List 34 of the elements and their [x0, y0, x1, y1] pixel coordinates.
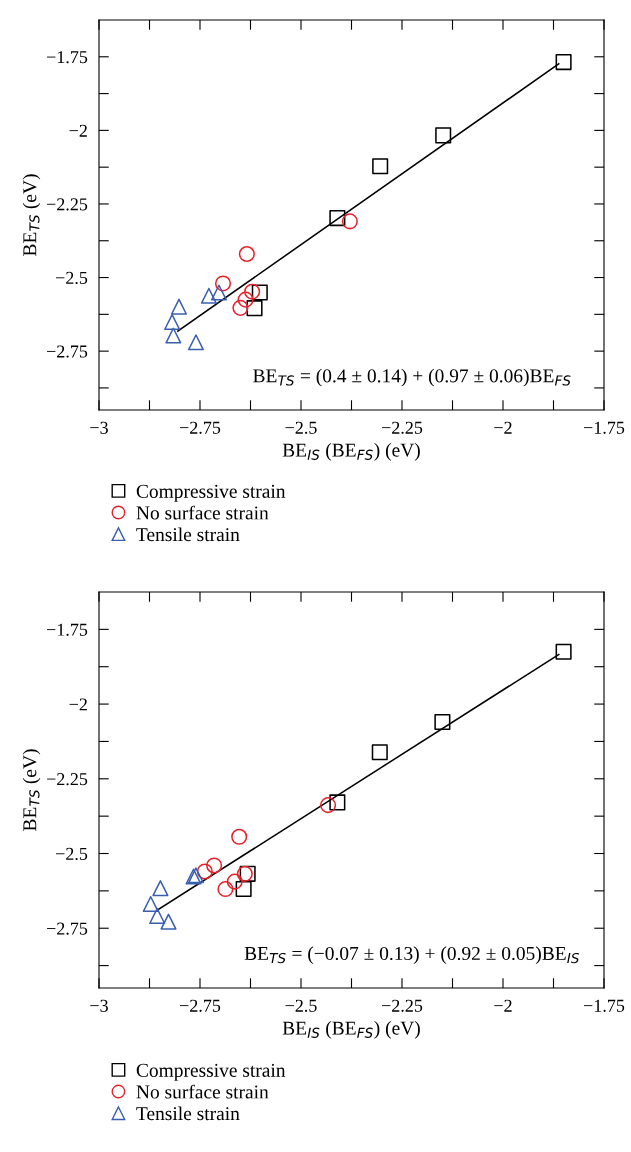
x-tick-label: −1.75	[584, 999, 625, 1012]
legend-label: No surface strain	[136, 505, 269, 520]
x-axis-title: BE$_{IS}$ (BE$_{FS}$) (eV)	[282, 443, 420, 461]
x-tick-label: −3	[90, 421, 108, 434]
x-tick-label: −2	[494, 999, 512, 1012]
y-tick-label: −1.75	[47, 51, 88, 64]
x-tick-label: −2	[494, 421, 512, 434]
legend-label: Tensile strain	[136, 1106, 240, 1121]
y-tick-label: −2	[69, 124, 87, 137]
y-tick-label: −2	[69, 698, 87, 711]
annotation: BE$_{TS}$ = (−0.07 ± 0.13) + (0.92 ± 0.05)BE$_{IS}$	[244, 946, 580, 964]
legend-label: Compressive strain	[136, 1063, 286, 1081]
y-axis-title: BE$_{TS}$ (eV)	[22, 749, 41, 831]
x-tick-label: −2.5	[285, 999, 317, 1012]
x-tick-label: −2.75	[180, 421, 221, 434]
x-axis-title: BE$_{IS}$ (BE$_{FS}$) (eV)	[282, 1021, 420, 1039]
y-tick-label: −2.75	[47, 345, 88, 358]
x-tick-label: −3	[90, 999, 108, 1012]
y-axis-title: BE$_{TS}$ (eV)	[22, 174, 41, 256]
x-tick-label: −1.75	[584, 421, 625, 434]
annotation: BE$_{TS}$ = (0.4 ± 0.14) + (0.97 ± 0.06)BE$_{FS}$	[253, 368, 571, 387]
x-tick-label: −2.25	[382, 999, 423, 1012]
y-tick-label: −2.25	[47, 773, 88, 786]
legend-label: No surface strain	[136, 1084, 269, 1099]
legend-label: Tensile strain	[136, 527, 240, 542]
legend-label: Compressive strain	[136, 484, 286, 502]
x-tick-label: −2.5	[285, 421, 317, 434]
x-tick-label: −2.25	[382, 421, 423, 434]
y-tick-label: −2.25	[47, 198, 88, 211]
x-tick-label: −2.75	[180, 999, 221, 1012]
y-tick-label: −2.5	[56, 271, 88, 285]
y-tick-label: −2.75	[47, 922, 88, 935]
y-tick-label: −1.75	[47, 623, 88, 636]
y-tick-label: −2.5	[56, 847, 88, 861]
